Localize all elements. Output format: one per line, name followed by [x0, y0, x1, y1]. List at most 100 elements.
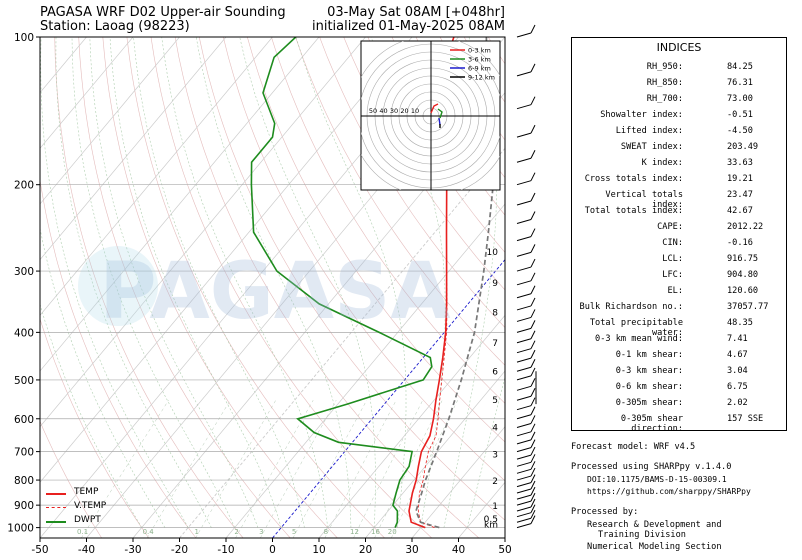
indices-value: 73.00: [727, 94, 753, 104]
indices-row: RH_850: 76.31: [572, 78, 786, 92]
mixing-ratio-label: 8: [324, 528, 328, 536]
wind-barb: [516, 517, 532, 523]
mixing-ratio-label: 16: [371, 528, 380, 536]
hodograph-ring-label: 40: [379, 107, 387, 115]
height-label: 2: [492, 477, 498, 487]
indices-row: Total totals index: 42.67: [572, 206, 786, 220]
dry-adiabat: [54, 37, 244, 538]
indices-row: 0-305m shear direction: 157 SSE: [572, 414, 786, 434]
dry-adiabat: [40, 420, 102, 538]
wind-barb: [516, 506, 532, 512]
y-tick-label: 1000: [7, 523, 34, 535]
isotherm: [40, 37, 134, 149]
legend-label-dwpt: DWPT: [74, 515, 101, 525]
wind-barb: [516, 482, 532, 488]
moist-adiabat: [71, 37, 235, 528]
dry-adiabat: [150, 37, 433, 538]
wind-barb: [516, 414, 532, 420]
info-by: Processed by:: [571, 507, 639, 517]
height-label: 8: [492, 309, 498, 319]
wind-barb-flag: [530, 467, 536, 477]
indices-label: K index:: [641, 158, 683, 168]
info-url[interactable]: https://github.com/sharppy/SHARPpy: [587, 487, 751, 496]
y-tick-label: 400: [14, 327, 34, 339]
isotherm: [225, 203, 505, 538]
isotherm: [40, 37, 227, 261]
wind-barb-flag: [530, 272, 536, 282]
wind-barb: [516, 251, 532, 257]
isotherm: [40, 37, 273, 316]
indices-label: Total precipitable water:: [589, 318, 683, 338]
isotherm: [179, 147, 505, 538]
legend-line-vtemp: [46, 507, 66, 508]
moist-adiabat: [40, 303, 142, 528]
isotherm: [40, 37, 320, 372]
dry-adiabat: [295, 37, 505, 366]
watermark-text: PAGASA: [99, 247, 450, 337]
dry-adiabat: [223, 37, 505, 482]
indices-value: 42.67: [727, 206, 753, 216]
wind-barb-flag: [530, 228, 536, 237]
indices-value: -4.50: [727, 126, 753, 136]
indices-label: 0-1 km shear:: [615, 350, 683, 360]
mixing-ratio-line: [235, 400, 314, 538]
height-unit: km: [484, 520, 498, 530]
indices-label: Lifted index:: [615, 126, 683, 136]
isotherm: [40, 37, 180, 205]
indices-value: 76.31: [727, 78, 753, 88]
indices-label: Total totals index:: [584, 206, 683, 216]
wind-barb-flag: [530, 358, 536, 368]
indices-row: EL: 120.60: [572, 286, 786, 300]
indices-row: Lifted index: -4.50: [572, 126, 786, 140]
isotherm: [40, 37, 366, 428]
wind-barb: [516, 338, 532, 344]
title-right-1: 03-May Sat 08AM [+048hr]: [327, 5, 505, 20]
x-tick-label: -40: [78, 544, 95, 556]
y-tick-label: 700: [14, 447, 34, 459]
x-tick-label: 10: [312, 544, 325, 556]
mixing-ratio-line: [195, 400, 277, 538]
y-tick-label: 900: [14, 500, 34, 512]
indices-value: 84.25: [727, 62, 753, 72]
indices-label: Vertical totals index:: [605, 190, 683, 210]
indices-value: 157 SSE: [727, 414, 764, 424]
mixing-ratio-label: 5: [292, 528, 296, 536]
indices-label: LCL:: [662, 254, 683, 264]
wind-barb-flag: [530, 515, 536, 524]
indices-value: 120.60: [727, 286, 759, 296]
legend-label-vtemp: V.TEMP: [74, 501, 107, 511]
hodograph-legend-label: 6-9 km: [468, 65, 491, 73]
height-label: 9: [492, 279, 498, 289]
moist-adiabat: [443, 37, 497, 528]
moist-adiabat: [195, 37, 352, 528]
indices-value: 916.75: [727, 254, 759, 264]
indices-value: 3.04: [727, 366, 748, 376]
title-left-1: PAGASA WRF D02 Upper-air Sounding: [40, 5, 286, 20]
hodograph-legend-label: 0-3 km: [468, 47, 491, 55]
wind-barb: [516, 422, 532, 428]
wind-barb-flag: [530, 406, 536, 415]
wind-barb-flag: [530, 349, 536, 359]
plot-area: [40, 37, 505, 538]
wind-barb: [516, 180, 532, 186]
indices-label: CIN:: [662, 238, 683, 248]
wind-barb-flag: [530, 172, 536, 181]
y-tick-label: 500: [14, 375, 34, 387]
mixing-ratio-line: [324, 400, 397, 538]
indices-value: 4.67: [727, 350, 748, 360]
indices-row: Vertical totals index: 23.47: [572, 190, 786, 210]
wind-barb-flag: [530, 480, 536, 490]
height-label: 4: [492, 423, 498, 433]
hodograph-ring-label: 30: [390, 107, 398, 115]
wind-barb-flag: [530, 415, 536, 424]
moist-adiabat: [55, 37, 212, 528]
wind-barb: [516, 385, 532, 391]
indices-row: Showalter index: -0.51: [572, 110, 786, 124]
indices-label: Cross totals index:: [584, 174, 683, 184]
indices-label: EL:: [667, 286, 683, 296]
moist-adiabat: [40, 37, 189, 528]
wind-barb: [516, 132, 532, 138]
wind-barb-flag: [530, 340, 536, 349]
indices-row: RH_950: 84.25: [572, 62, 786, 76]
indices-row: CIN: -0.16: [572, 238, 786, 252]
